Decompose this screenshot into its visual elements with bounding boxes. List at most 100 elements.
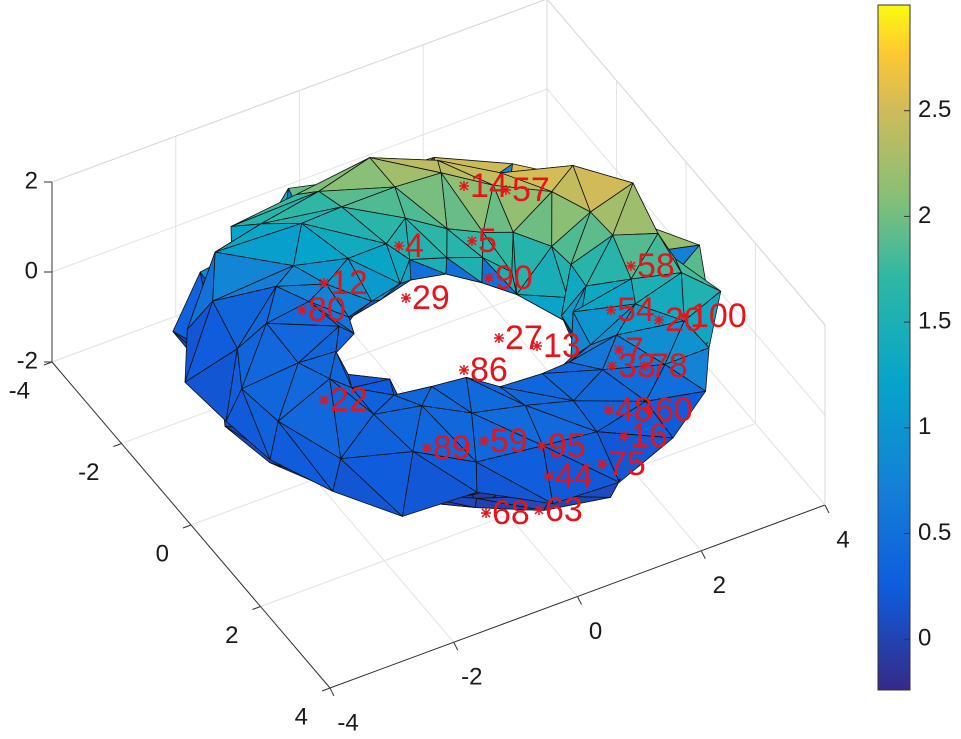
y-tick-label: -2 xyxy=(78,459,99,486)
x-tick xyxy=(329,687,335,697)
marker-stroke xyxy=(494,333,504,343)
point-marker xyxy=(614,345,624,355)
point-marker xyxy=(604,405,614,415)
z-tick-label: 2 xyxy=(25,167,38,194)
point-label: 44 xyxy=(555,457,593,495)
colorbar-tick-label: 2 xyxy=(918,202,931,229)
marker-stroke xyxy=(394,241,404,251)
colorbar-tick-label: 1.5 xyxy=(918,307,951,334)
marker-stroke xyxy=(654,315,664,325)
point-marker xyxy=(501,185,511,195)
marker-stroke xyxy=(484,273,494,283)
point-marker xyxy=(532,341,542,351)
box-edge xyxy=(547,0,826,326)
point-label: 22 xyxy=(330,381,368,419)
surface-patch xyxy=(512,231,553,295)
point-marker xyxy=(607,361,617,371)
x-tick xyxy=(700,550,706,559)
point-marker xyxy=(467,236,477,246)
point-marker xyxy=(422,443,432,453)
point-marker xyxy=(644,405,654,415)
marker-stroke xyxy=(679,311,689,321)
point-marker xyxy=(639,361,649,371)
point-label: 78 xyxy=(650,347,688,385)
point-marker xyxy=(401,293,411,303)
point-marker xyxy=(654,315,664,325)
point-label: 13 xyxy=(543,327,581,365)
marker-stroke xyxy=(319,278,329,288)
marker-stroke xyxy=(459,365,469,375)
point-marker xyxy=(297,305,307,315)
point-label: 63 xyxy=(545,491,583,529)
surface-patch xyxy=(277,420,342,492)
point-marker xyxy=(619,431,629,441)
marker-stroke xyxy=(481,508,491,518)
marker-stroke xyxy=(604,405,614,415)
colorbar-gradient xyxy=(877,4,911,691)
colorbar-tick-label: 0 xyxy=(918,625,931,652)
y-tick xyxy=(113,443,122,447)
point-marker xyxy=(537,441,547,451)
y-tick-label: 4 xyxy=(295,703,308,730)
point-marker xyxy=(394,241,404,251)
y-tick xyxy=(182,524,192,529)
y-tick xyxy=(321,687,331,692)
point-label: 16 xyxy=(630,417,668,455)
marker-stroke xyxy=(532,341,542,351)
point-marker xyxy=(479,436,489,446)
point-label: 60 xyxy=(655,391,693,429)
point-label: 89 xyxy=(433,429,471,467)
point-marker xyxy=(459,365,469,375)
marker-stroke xyxy=(614,345,624,355)
point-label: 12 xyxy=(330,264,368,302)
surface-patch xyxy=(482,184,514,233)
x-tick-label: -4 xyxy=(337,709,358,736)
marker-stroke xyxy=(479,436,489,446)
colorbar-tick-label: 0.5 xyxy=(918,519,951,546)
surface xyxy=(172,157,722,517)
marker-stroke xyxy=(501,185,511,195)
marker-stroke xyxy=(607,361,617,371)
point-marker xyxy=(679,311,689,321)
point-label: 7 xyxy=(625,331,644,369)
point-label: 29 xyxy=(412,279,450,317)
box-edge xyxy=(51,0,546,183)
marker-stroke xyxy=(639,361,649,371)
x-tick-label: 4 xyxy=(836,526,849,553)
marker-stroke xyxy=(467,236,477,246)
y-tick xyxy=(252,606,261,610)
x-tick xyxy=(577,596,582,605)
point-marker xyxy=(544,471,554,481)
marker-stroke xyxy=(597,459,607,469)
point-label: 4 xyxy=(405,227,424,265)
y-tick-label: 0 xyxy=(156,540,169,567)
point-marker xyxy=(606,305,616,315)
point-label: 90 xyxy=(495,259,533,297)
surface-patch xyxy=(471,412,544,463)
marker-stroke xyxy=(544,471,554,481)
colorbar: 0 0.5 1 1.5 2 2.5 xyxy=(877,4,951,691)
point-label: 86 xyxy=(470,351,508,389)
point-label: 14 xyxy=(470,167,508,205)
point-marker xyxy=(534,505,544,515)
marker-stroke xyxy=(422,443,432,453)
z-tick-label: -2 xyxy=(17,347,38,374)
y-tick-label: -4 xyxy=(9,377,30,404)
y-tick-label: 2 xyxy=(225,622,238,649)
x-tick-label: 2 xyxy=(713,572,726,599)
point-label: 95 xyxy=(548,427,586,465)
point-label: 75 xyxy=(608,445,646,483)
colorbar-tick-label: 1 xyxy=(918,413,931,440)
grid: -4 -2 0 2 4 -4 -2 0 2 4 -2 0 2 xyxy=(9,0,850,736)
x-tick xyxy=(453,642,459,651)
point-label: 5 xyxy=(478,222,497,260)
point-label: 100 xyxy=(690,297,747,335)
point-label: 33 xyxy=(618,347,656,385)
grid-line xyxy=(51,88,548,273)
point-marker xyxy=(319,278,329,288)
point-marker xyxy=(484,273,494,283)
point-label: 80 xyxy=(308,291,346,329)
